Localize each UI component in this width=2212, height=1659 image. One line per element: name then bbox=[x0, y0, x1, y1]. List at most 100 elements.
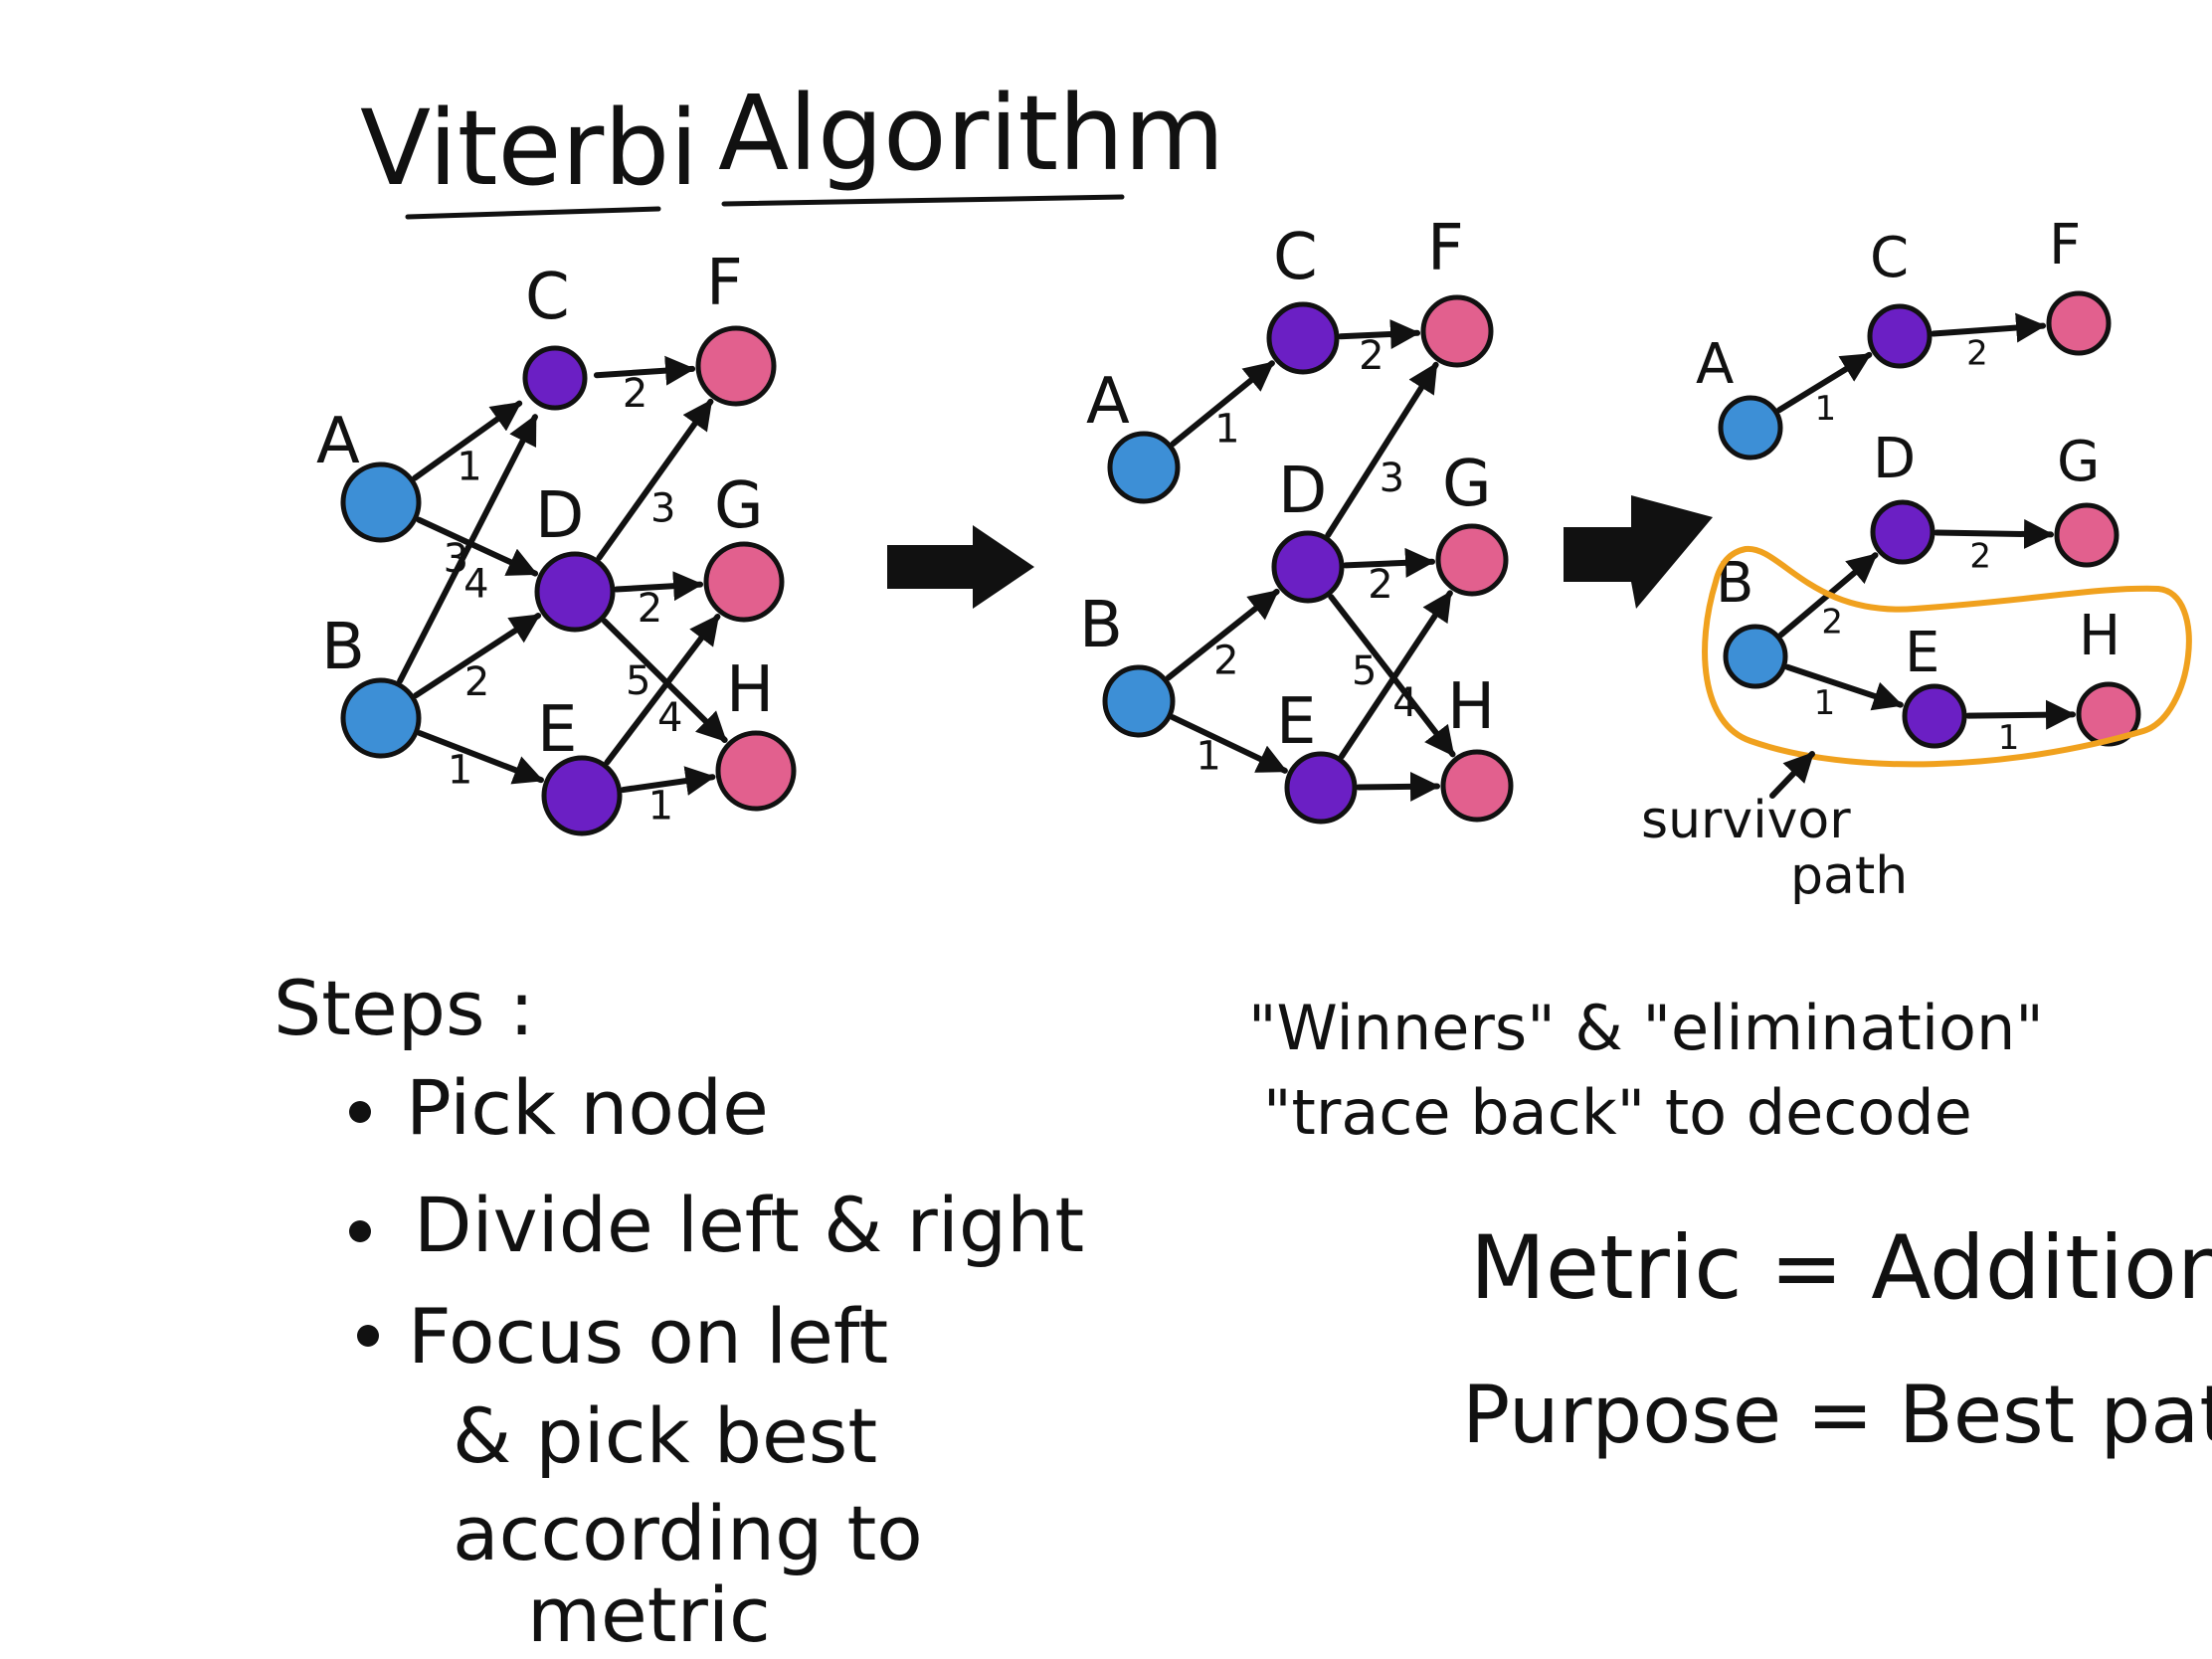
edge-d-f bbox=[596, 398, 714, 561]
edge-weight-e-h: 1 bbox=[1998, 718, 2020, 758]
node-label-h: H bbox=[726, 653, 774, 727]
survivor-path-highlight bbox=[1702, 545, 2192, 768]
node-h bbox=[1440, 749, 1514, 823]
node-label-f: F bbox=[706, 247, 743, 320]
title-underline-2 bbox=[721, 194, 1125, 207]
edge-weight-a-c: 1 bbox=[1815, 389, 1837, 429]
node-label-c: C bbox=[1870, 226, 1909, 290]
node-label-g: G bbox=[714, 469, 764, 543]
node-g bbox=[1435, 523, 1509, 597]
edge-weight-e-g: 4 bbox=[1392, 680, 1417, 726]
node-h bbox=[715, 730, 797, 812]
title-word-viterbi: Viterbi bbox=[360, 88, 698, 209]
survivor-label-line2: path bbox=[1790, 846, 1908, 906]
edge-weight-b-d: 2 bbox=[464, 659, 489, 705]
edge-d-g bbox=[613, 571, 704, 602]
node-a bbox=[340, 461, 422, 543]
node-d bbox=[1870, 499, 1936, 565]
step-3-line-1: Focus on left bbox=[408, 1292, 888, 1381]
node-f bbox=[2046, 290, 2112, 356]
node-label-e: E bbox=[1276, 685, 1316, 759]
title-underline-1 bbox=[405, 206, 661, 220]
step-2-line-1: Divide left & right bbox=[414, 1181, 1084, 1269]
step-1-line-1: Pick node bbox=[406, 1063, 769, 1152]
node-h bbox=[2076, 681, 2141, 747]
edge-weight-b-d: 2 bbox=[1213, 639, 1238, 684]
node-label-e: E bbox=[537, 693, 577, 767]
steps-heading: Steps : bbox=[274, 964, 534, 1052]
edge-weight-d-g: 2 bbox=[1969, 536, 1991, 576]
node-e bbox=[1284, 751, 1358, 825]
panel-survivor-trellis: 1 2 1 2 2 1 A B C D E F G H bbox=[1696, 213, 2141, 758]
edge-weight-d-g: 2 bbox=[638, 586, 662, 632]
edge-a-d bbox=[416, 516, 539, 577]
transition-arrow-1 bbox=[887, 525, 1034, 609]
edge-weight-e-g: 4 bbox=[657, 695, 682, 741]
edge-c-f bbox=[593, 355, 696, 386]
node-label-c: C bbox=[525, 261, 570, 334]
transition-arrow-2 bbox=[1564, 495, 1713, 609]
edge-weight-a-c: 1 bbox=[1214, 406, 1239, 452]
node-label-f: F bbox=[1427, 212, 1464, 285]
edge-weight-b-c: 4 bbox=[463, 561, 488, 607]
node-c bbox=[1867, 303, 1933, 369]
node-f bbox=[695, 325, 777, 407]
node-b bbox=[1723, 624, 1788, 689]
edge-weight-d-h: 5 bbox=[626, 658, 650, 704]
step-3-line-4: metric bbox=[527, 1570, 771, 1659]
notes-line-2: "trace back" to decode bbox=[1263, 1076, 1972, 1149]
edge-b-e bbox=[417, 730, 544, 785]
node-label-f: F bbox=[2049, 213, 2081, 277]
edge-e-g bbox=[1339, 590, 1453, 760]
node-d bbox=[534, 551, 616, 633]
node-label-h: H bbox=[1447, 670, 1495, 744]
node-b bbox=[1102, 664, 1176, 738]
step-3-line-3: according to bbox=[453, 1489, 923, 1577]
node-a bbox=[1718, 395, 1783, 461]
title-word-algorithm: Algorithm bbox=[718, 73, 1224, 194]
formula-metric: Metric = Addition bbox=[1470, 1216, 2212, 1319]
edge-weight-e-h: 1 bbox=[648, 783, 673, 829]
steps-section: Steps : Pick node Divide left & right Fo… bbox=[274, 964, 1084, 1659]
panel-pruned-trellis: 1 2 1 2 3 2 54 A B C D E F G H bbox=[1079, 212, 1514, 825]
edge-e-h bbox=[1355, 771, 1441, 802]
node-label-c: C bbox=[1273, 221, 1318, 294]
edge-a-c bbox=[1170, 360, 1275, 448]
edge-b-d bbox=[413, 613, 542, 699]
edge-a-c bbox=[1775, 351, 1873, 414]
edge-b-e bbox=[1784, 663, 1904, 711]
node-label-b: B bbox=[1079, 589, 1123, 662]
edge-e-h bbox=[620, 766, 716, 796]
formula-purpose: Purpose = Best path bbox=[1462, 1369, 2212, 1461]
edge-weight-d-g: 2 bbox=[1368, 562, 1392, 608]
node-label-b: B bbox=[1716, 551, 1753, 616]
edge-a-c bbox=[412, 400, 523, 481]
edge-weight-a-c: 1 bbox=[457, 444, 481, 489]
bullet-3 bbox=[357, 1325, 379, 1347]
node-label-a: A bbox=[316, 405, 360, 478]
edge-d-f bbox=[1325, 361, 1439, 538]
node-f bbox=[1420, 294, 1494, 368]
edge-weight-d-h: 5 bbox=[1352, 648, 1377, 694]
edge-weight-b-e: 1 bbox=[1814, 683, 1836, 723]
node-a bbox=[1107, 431, 1181, 504]
edge-weight-d-f: 3 bbox=[1380, 456, 1404, 501]
edge-e-g bbox=[604, 614, 721, 766]
node-label-a: A bbox=[1086, 365, 1130, 439]
edge-d-h bbox=[601, 618, 728, 744]
edge-weight-b-e: 1 bbox=[448, 747, 472, 793]
edge-weight-c-f: 2 bbox=[623, 371, 647, 417]
edge-weight-c-f: 2 bbox=[1966, 333, 1988, 373]
edge-weight-b-e: 1 bbox=[1196, 733, 1220, 779]
edge-b-e bbox=[1170, 714, 1288, 774]
edge-c-f bbox=[1930, 312, 2047, 343]
bullet-2 bbox=[349, 1220, 371, 1242]
node-g bbox=[703, 541, 785, 623]
survivor-label-line1: survivor bbox=[1641, 791, 1851, 850]
step-3-line-2: & pick best bbox=[453, 1391, 877, 1480]
node-g bbox=[2054, 502, 2120, 568]
bullet-1 bbox=[349, 1101, 371, 1123]
edge-weight-c-f: 2 bbox=[1359, 333, 1383, 379]
